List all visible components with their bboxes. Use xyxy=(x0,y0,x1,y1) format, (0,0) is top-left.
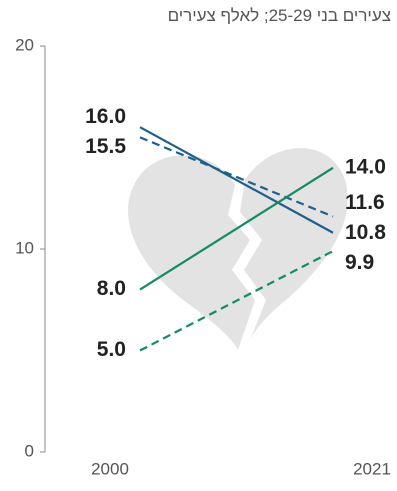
value-label: 11.6 xyxy=(345,191,385,214)
y-tick-label: 20 xyxy=(15,35,34,54)
series-line xyxy=(139,250,334,352)
x-tick-label: 2021 xyxy=(353,459,391,478)
series-line xyxy=(139,126,334,234)
value-label: 10.8 xyxy=(345,221,386,244)
series-line xyxy=(139,136,334,218)
y-tick-label: 0 xyxy=(25,441,34,460)
value-label: 8.0 xyxy=(97,277,126,300)
y-tick-label: 10 xyxy=(15,238,34,257)
heart-right xyxy=(240,148,348,340)
value-label: 9.9 xyxy=(345,251,374,274)
value-label: 15.5 xyxy=(85,135,126,158)
heart-left xyxy=(128,155,255,350)
value-label: 5.0 xyxy=(97,338,126,361)
series-line xyxy=(139,166,334,291)
value-label: 16.0 xyxy=(85,105,126,128)
x-tick-label: 2000 xyxy=(91,459,129,478)
chart-title: צעירים בני 25-29; לאלף צעירים xyxy=(167,6,391,25)
value-label: 14.0 xyxy=(345,155,386,178)
